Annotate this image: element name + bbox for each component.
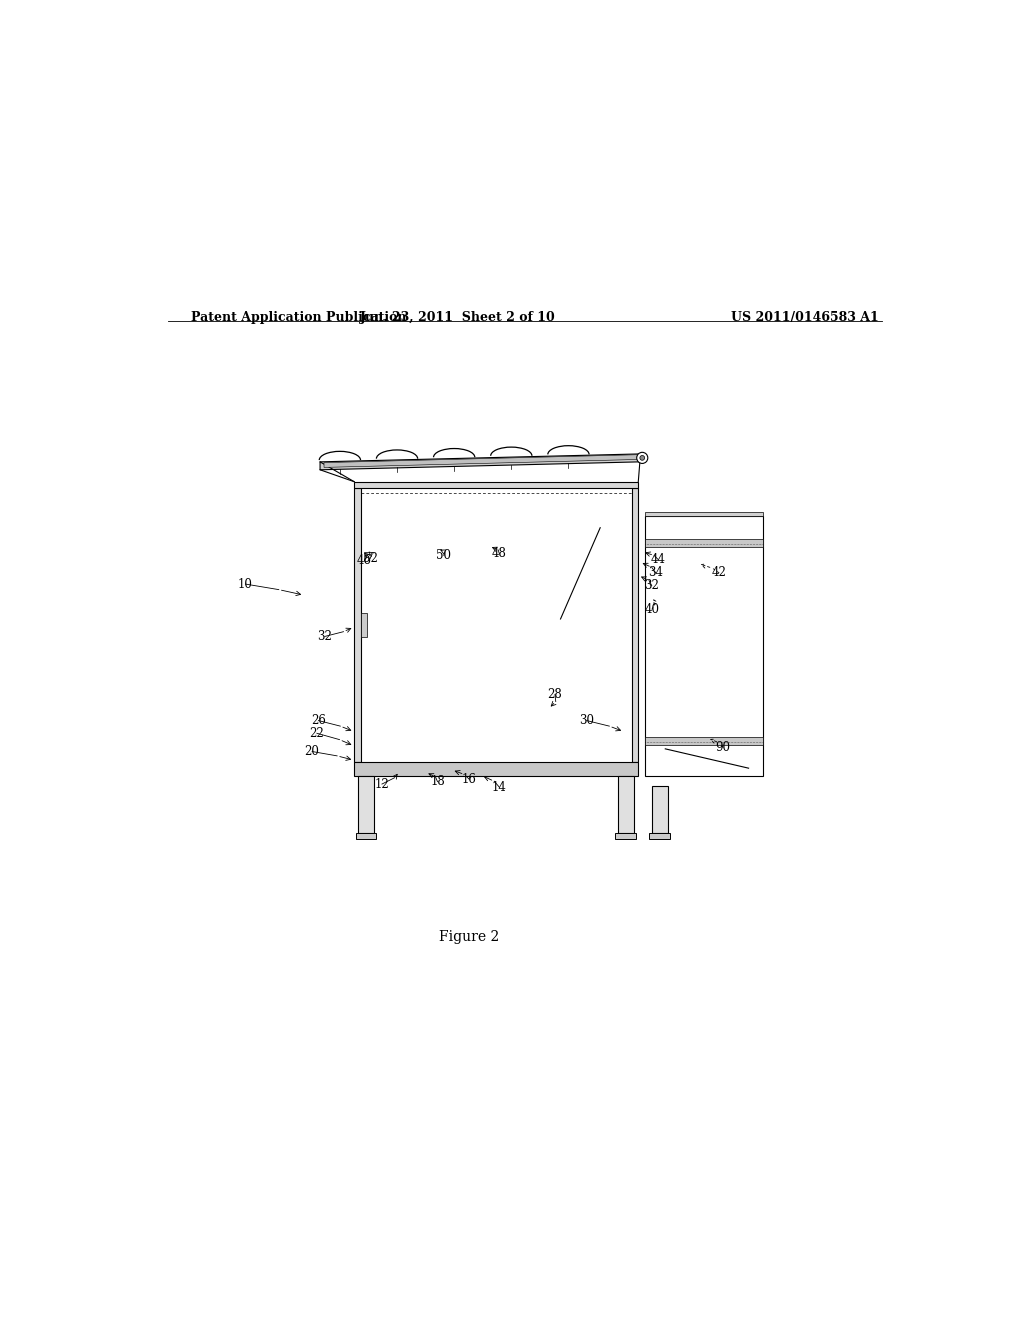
Bar [354,762,638,776]
Circle shape [640,455,645,461]
Text: 44: 44 [650,553,666,566]
Polygon shape [321,454,640,470]
Bar [354,488,360,762]
Bar [617,776,634,833]
Bar [645,539,763,546]
Text: 40: 40 [644,603,659,616]
Polygon shape [324,454,638,467]
Text: US 2011/0146583 A1: US 2011/0146583 A1 [731,312,879,325]
Text: 32: 32 [644,579,659,593]
Text: Patent Application Publication: Patent Application Publication [191,312,407,325]
Text: 90: 90 [716,741,731,754]
Text: Figure 2: Figure 2 [439,931,500,944]
Text: 22: 22 [309,727,325,739]
Text: 48: 48 [492,548,507,561]
Text: Jun. 23, 2011  Sheet 2 of 10: Jun. 23, 2011 Sheet 2 of 10 [359,312,555,325]
Text: 12: 12 [375,777,389,791]
Circle shape [637,453,648,463]
Text: 14: 14 [492,780,507,793]
Text: 18: 18 [430,775,444,788]
Bar [652,785,668,833]
Text: 20: 20 [305,744,319,758]
Text: 32: 32 [317,630,332,643]
Text: 42: 42 [712,566,727,579]
Text: 28: 28 [548,688,562,701]
Bar [632,488,638,762]
Bar [645,737,763,744]
Bar [645,516,763,776]
Bar [360,612,367,636]
Bar [645,512,763,516]
Text: 34: 34 [648,566,664,579]
Bar [355,833,377,838]
Text: 30: 30 [580,714,594,727]
Text: 52: 52 [362,552,378,565]
Bar [649,833,670,838]
Text: 16: 16 [462,772,477,785]
Text: 50: 50 [436,549,452,562]
Bar [615,833,636,838]
Bar [354,482,638,488]
Bar [358,776,374,833]
Text: 26: 26 [311,714,326,727]
Text: 10: 10 [238,578,253,590]
Text: 46: 46 [357,554,372,566]
